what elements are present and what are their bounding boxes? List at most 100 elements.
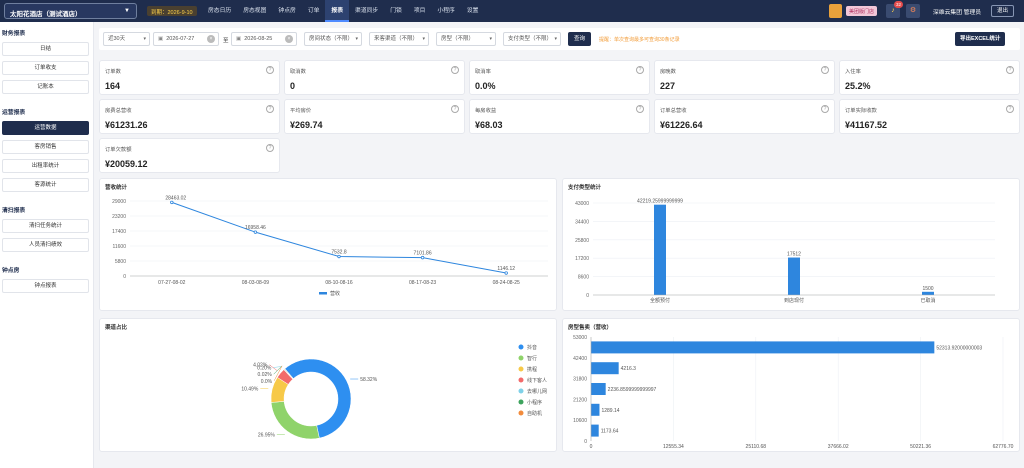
top-bar: 太阳花酒店（测试酒店） ▼ 到期：2026-9-10 房态日历 房态视图 钟点房 订单报… [0, 0, 1024, 22]
help-icon[interactable]: ? [266, 105, 274, 113]
leader-line [273, 366, 282, 368]
help-icon[interactable]: ? [1006, 105, 1014, 113]
calendar-icon: ▣ [236, 36, 242, 42]
sidebar-item[interactable]: 客源统计 [2, 178, 89, 192]
leader-line [269, 364, 278, 371]
query-button[interactable]: 查询 [568, 32, 592, 46]
kpi-value: ¥68.03 [475, 120, 503, 130]
bar [654, 204, 666, 295]
store-selector[interactable]: 太阳花酒店（测试酒店） ▼ [4, 3, 137, 19]
x-tick-label: 到店现付 [784, 297, 804, 304]
channel-select[interactable]: 来客渠道（不限） ▾ [369, 32, 429, 46]
kpi-card: 订单实际收款 ¥41167.52? [839, 99, 1020, 134]
help-icon[interactable]: ? [451, 105, 459, 113]
chevron-down-icon: ▾ [355, 36, 358, 42]
sidebar-item[interactable]: 清扫任务统计 [2, 219, 89, 233]
settings-icon[interactable]: ⚙ [906, 4, 920, 18]
data-label: 16958.46 [245, 225, 266, 231]
x-tick-label: 08-10-08-16 [325, 280, 352, 286]
period-select[interactable]: 近30天 ▾ [103, 32, 150, 46]
data-label: 2236.8599999999997 [608, 387, 657, 393]
nav-item[interactable]: 小程序 [437, 8, 455, 14]
legend-swatch [518, 355, 524, 361]
sidebar-item[interactable]: 出租率统计 [2, 159, 89, 173]
legend-swatch [518, 377, 524, 383]
data-point [337, 254, 341, 259]
kpi-card: 入住率 25.2%? [839, 60, 1020, 95]
sidebar-item[interactable]: 钟点报表 [2, 279, 89, 293]
end-date-input[interactable]: ▣ 2026-08-25 × [231, 32, 297, 46]
nav-item[interactable]: 报表 [325, 0, 350, 22]
legend-label: 去哪儿网 [527, 388, 547, 395]
kpi-label: 订单欠款额 [105, 147, 132, 153]
sidebar-item[interactable]: 客房销售 [2, 140, 89, 154]
pay-type-select[interactable]: 支付类型（不限） ▾ [503, 32, 561, 46]
version-badge[interactable]: 美团版门店 [846, 6, 878, 16]
nav-item[interactable]: 渠道同步 [355, 8, 379, 14]
clear-icon[interactable]: × [285, 35, 293, 43]
help-icon[interactable]: ? [821, 66, 829, 74]
help-icon[interactable]: ? [451, 66, 459, 74]
legend-swatch [518, 344, 524, 350]
user-name[interactable]: 深维云集团 管理员 [933, 10, 981, 16]
help-icon[interactable]: ? [1006, 66, 1014, 74]
pie-slice [283, 358, 352, 439]
channel-chart-panel: 渠道占比 58.32% 26.95% 10.49% 4.02% 0.20% 0.02% 0.… [99, 318, 557, 452]
help-icon[interactable]: ? [636, 105, 644, 113]
room-type-select[interactable]: 房型（不限） ▾ [436, 32, 496, 46]
nav-item[interactable]: 门锁 [390, 8, 402, 14]
chevron-down-icon: ▾ [422, 36, 425, 42]
nav-item[interactable]: 房态日历 [208, 8, 232, 14]
kpi-value: ¥61226.64 [660, 120, 703, 130]
kpi-label: 房费总营收 [105, 108, 132, 114]
nav-item[interactable]: 房态视图 [243, 8, 267, 14]
legend-swatch [518, 388, 524, 394]
sidebar-item[interactable]: 日结 [2, 42, 89, 56]
x-tick-label: 08-03-08-09 [242, 280, 269, 286]
help-icon[interactable]: ? [636, 66, 644, 74]
kpi-card: 每房收益 ¥68.03? [469, 99, 650, 134]
sidebar-item[interactable]: 运营数据 [2, 121, 89, 135]
slice-label: 58.32% [360, 377, 378, 383]
data-label: 1289.14 [601, 408, 619, 414]
clear-icon[interactable]: × [207, 35, 215, 43]
kpi-label: 取消数 [290, 69, 306, 75]
sidebar-item[interactable]: 人员清扫绩效 [2, 238, 89, 252]
data-label: 17512 [787, 252, 801, 258]
export-excel-button[interactable]: 导出EXCEL统计 [955, 32, 1006, 46]
help-icon[interactable]: ? [821, 105, 829, 113]
sidebar-item[interactable]: 记账本 [2, 80, 89, 94]
start-date-input[interactable]: ▣ 2026-07-27 × [153, 32, 219, 46]
y-tick-label: 8600 [578, 275, 589, 281]
x-tick-label: 08-24-08-25 [493, 280, 520, 286]
kpi-label: 订单数 [105, 69, 121, 75]
nav-item[interactable]: 订单 [307, 8, 320, 14]
y-tick-label: 43000 [575, 201, 589, 207]
revenue-line-chart: 29000 23200 17400 11600 5800 0 28463.02 16958.4… [112, 195, 548, 297]
legend-label: 智行 [527, 355, 537, 362]
slice-label: 0.20% [257, 366, 272, 372]
y-tick-label: 17200 [575, 256, 589, 262]
nav-item[interactable]: 设置 [466, 8, 479, 14]
room-status-select[interactable]: 房间状态（不限） ▾ [304, 32, 362, 46]
kpi-card: 房费总营收 ¥61231.26? [99, 99, 280, 134]
y-tick-label: 23200 [112, 214, 126, 220]
nav-item[interactable]: 钟点房 [278, 8, 296, 14]
chevron-down-icon: ▾ [554, 36, 557, 42]
data-label: 28463.02 [165, 195, 186, 201]
y-tick-label: 29000 [112, 199, 126, 205]
slice-label: 26.95% [258, 432, 276, 438]
kpi-value: 227 [660, 81, 676, 91]
help-icon[interactable]: ? [266, 144, 274, 152]
channel-chart-title: 渠道占比 [105, 325, 128, 331]
logout-button[interactable]: 退出 [991, 5, 1015, 17]
kpi-value: ¥41167.52 [845, 120, 888, 130]
y-tick-label: 25800 [575, 238, 589, 244]
help-icon[interactable]: ? [266, 66, 274, 74]
paytype-chart-title: 支付类型统计 [568, 185, 602, 191]
channel-pie-chart: 58.32% 26.95% 10.49% 4.02%0.20%0.02%0.0% 抖音智… [241, 344, 547, 440]
sidebar-group-title: 运营报表 [2, 110, 26, 116]
nav-item[interactable]: 项目 [413, 8, 426, 14]
sidebar-item[interactable]: 订单收支 [2, 61, 89, 75]
data-label: 1173.64 [601, 429, 619, 435]
